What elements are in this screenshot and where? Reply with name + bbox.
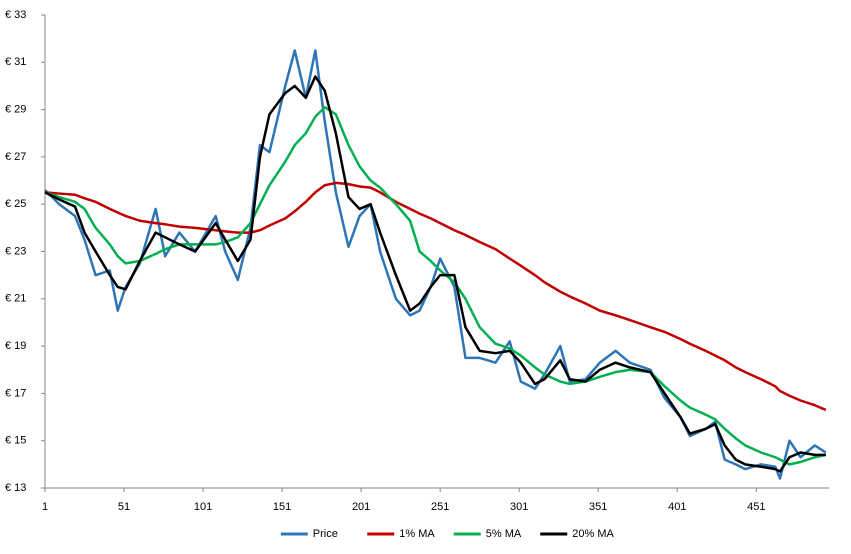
- y-tick-label: € 19: [5, 340, 26, 352]
- y-tick-label: € 29: [5, 104, 26, 116]
- y-tick-label: € 31: [5, 56, 26, 68]
- x-tick-label: 51: [118, 501, 130, 513]
- legend-label: 20% MA: [572, 528, 614, 540]
- x-tick-label: 151: [273, 501, 291, 513]
- legend-label: Price: [313, 528, 338, 540]
- x-tick-label: 301: [510, 501, 528, 513]
- y-tick-label: € 25: [5, 198, 26, 210]
- y-tick-label: € 13: [5, 482, 26, 494]
- series-line: [44, 105, 827, 466]
- y-tick-label: € 33: [5, 9, 26, 21]
- y-tick-label: € 17: [5, 387, 26, 399]
- y-tick-label: € 21: [5, 293, 26, 305]
- legend-label: 1% MA: [399, 528, 435, 540]
- x-tick-label: 351: [589, 501, 607, 513]
- x-tick-label: 1: [42, 501, 48, 513]
- x-tick-label: 251: [431, 501, 449, 513]
- y-tick-label: € 27: [5, 151, 26, 163]
- y-tick-label: € 15: [5, 435, 26, 447]
- x-tick-label: 401: [668, 501, 686, 513]
- x-tick-label: 201: [352, 501, 370, 513]
- x-tick-label: 451: [747, 501, 765, 513]
- y-tick-label: € 23: [5, 245, 26, 257]
- legend-label: 5% MA: [486, 528, 522, 540]
- x-tick-label: 101: [194, 501, 212, 513]
- series-line: [44, 181, 827, 412]
- series-line: [44, 75, 826, 473]
